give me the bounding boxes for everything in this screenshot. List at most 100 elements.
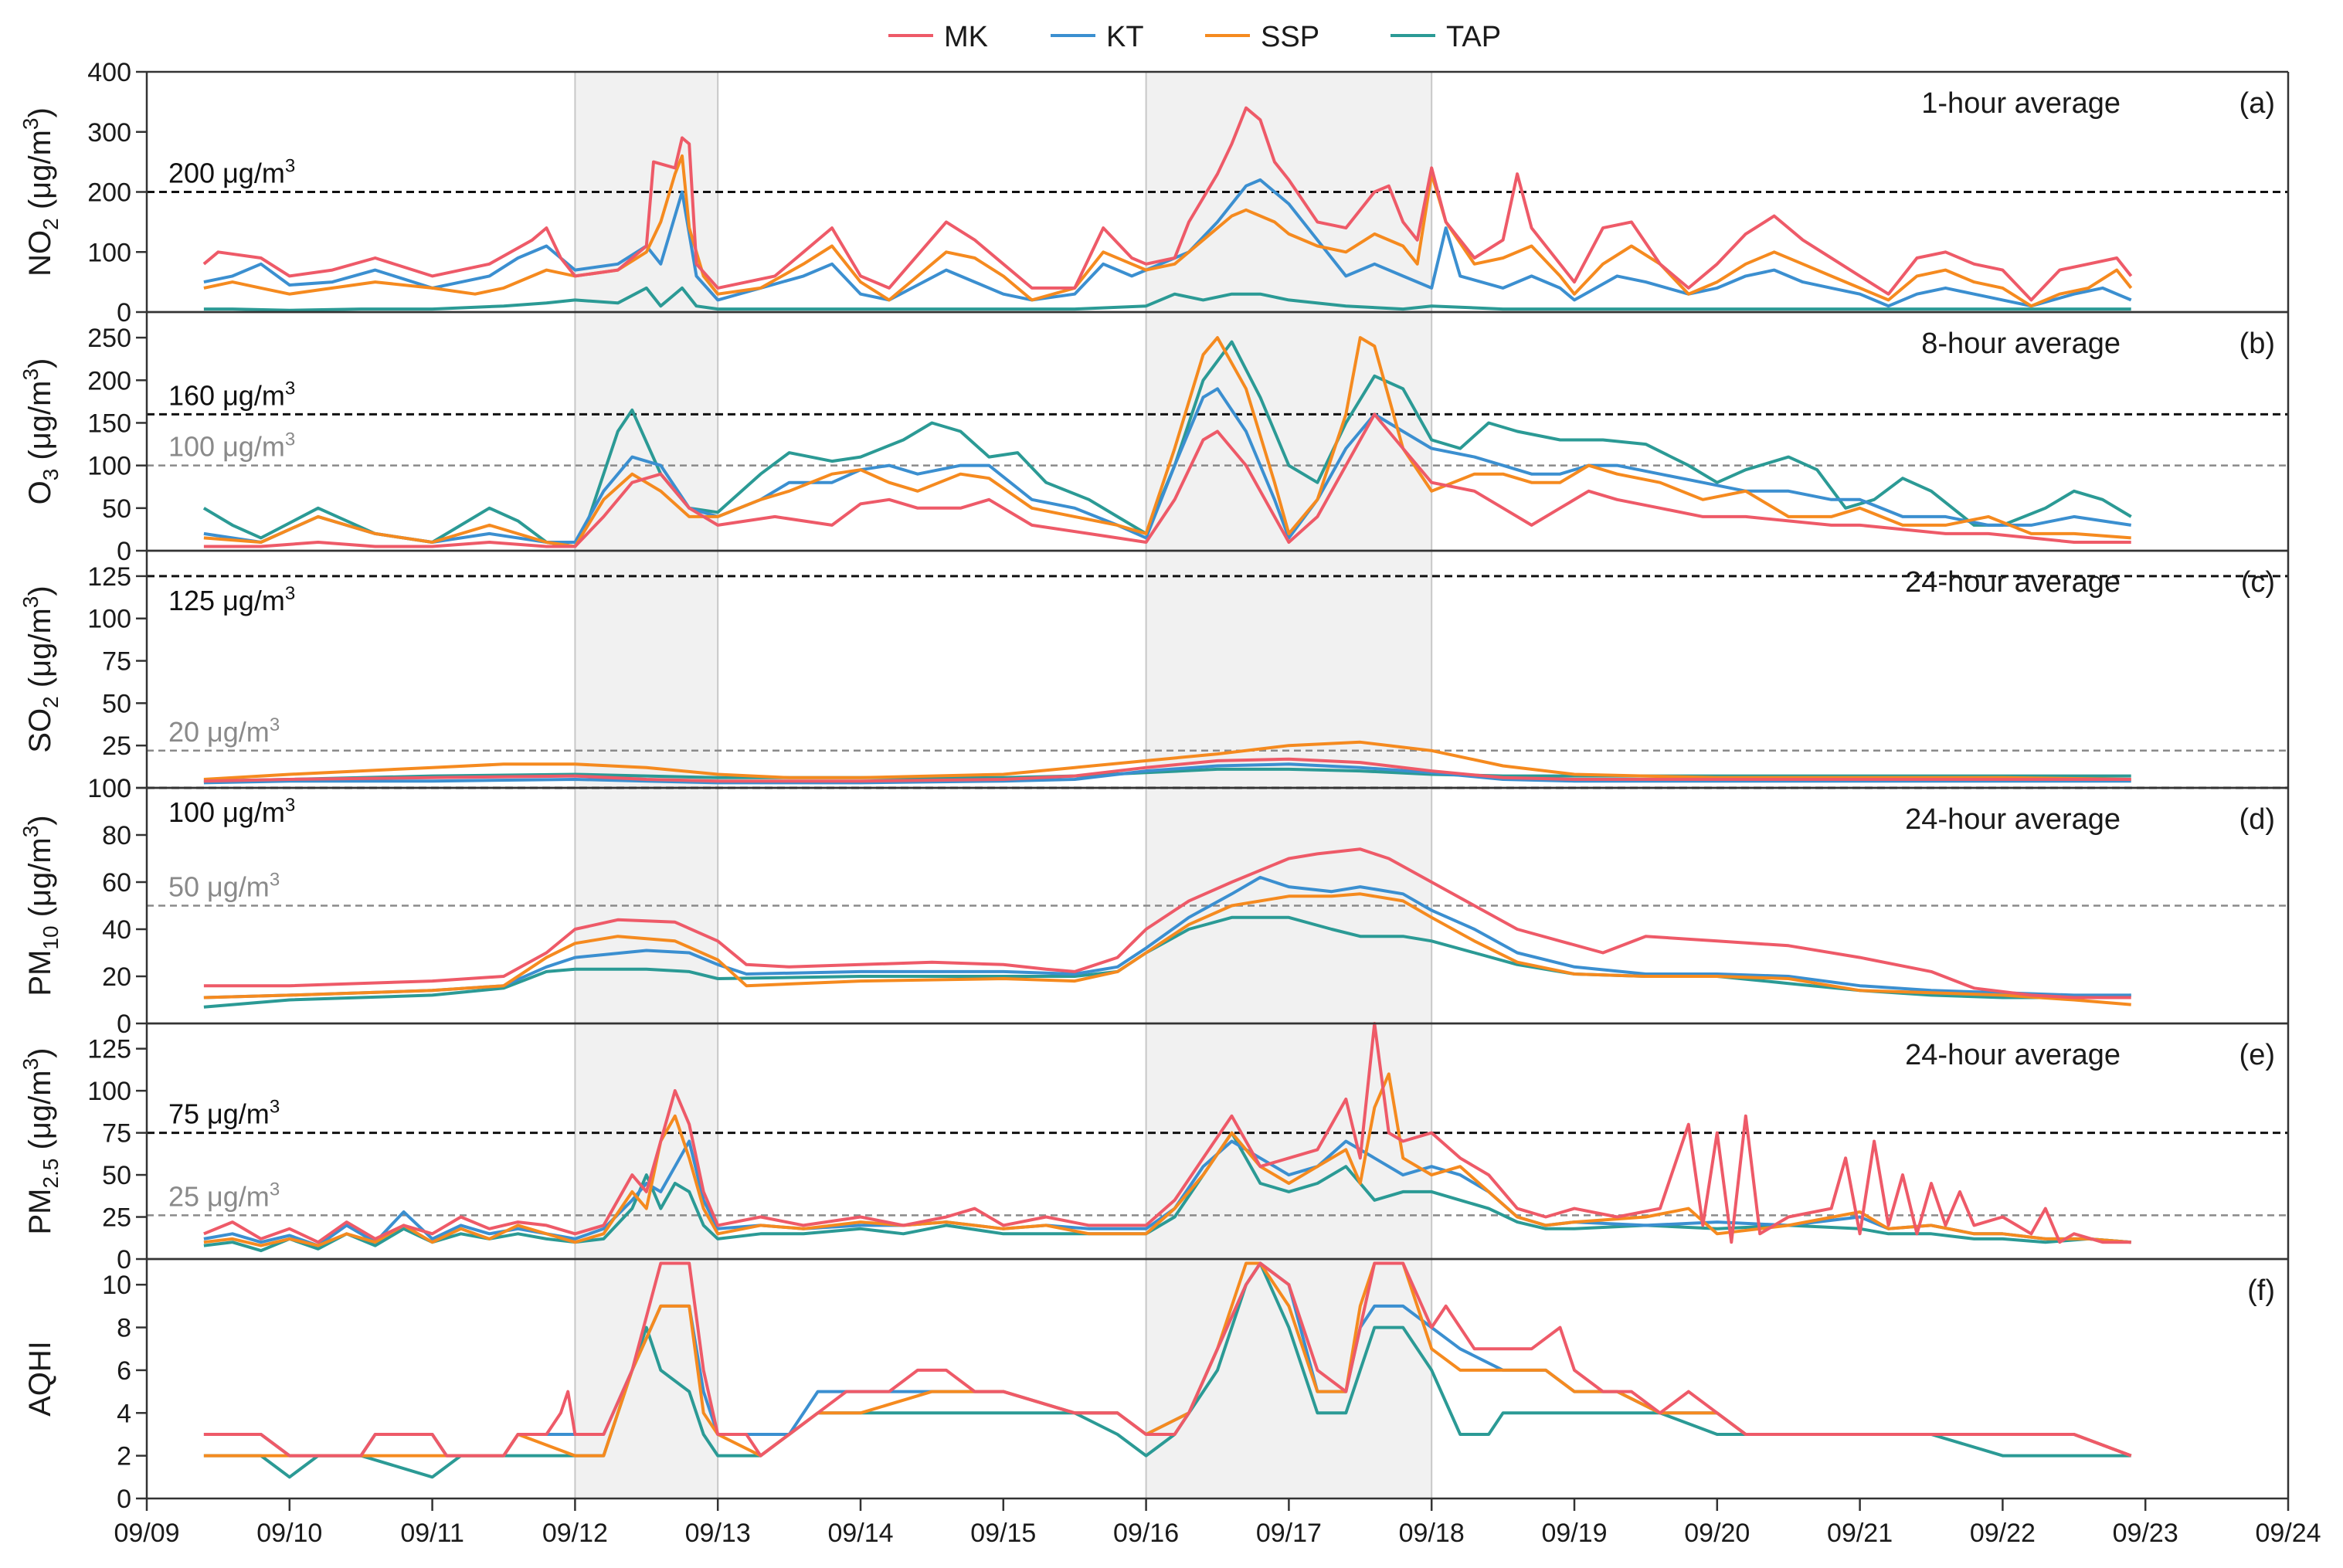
y-axis-label-part: (μg/m <box>23 608 57 696</box>
y-tick-label-f-2: 4 <box>117 1399 131 1428</box>
y-axis-label-part: PM <box>23 1189 57 1235</box>
y-tick-label-e-5: 125 <box>87 1035 131 1064</box>
y-axis-label-part: (μg/m <box>23 381 57 469</box>
y-axis-label-f: AQHI <box>23 1341 57 1417</box>
series-line-e-mk <box>203 1022 2131 1244</box>
y-axis-label-part: O <box>23 480 57 504</box>
y-tick-label-d-5: 100 <box>87 774 131 803</box>
threshold-label-text: 50 μg/m <box>168 871 270 903</box>
y-tick-label-d-0: 0 <box>117 1010 131 1039</box>
x-tick-label-2: 09/11 <box>400 1519 464 1548</box>
threshold-label-b-0: 160 μg/m3 <box>168 378 295 411</box>
series-line-c-ssp <box>203 740 2131 781</box>
threshold-label-superscript: 3 <box>285 795 295 816</box>
panel-annotation-b: 8-hour average <box>1921 328 2121 360</box>
y-tick-label-f-3: 6 <box>117 1356 131 1386</box>
x-tick-label-3: 09/12 <box>542 1519 608 1548</box>
threshold-label-text: 25 μg/m <box>168 1180 270 1212</box>
y-tick-label-f-1: 2 <box>117 1442 131 1471</box>
series-line-e-tap <box>203 1131 2131 1253</box>
x-tick-label-6: 09/15 <box>970 1519 1036 1548</box>
series-line-a-mk <box>202 106 2133 302</box>
x-tick-label-12: 09/21 <box>1827 1519 1893 1548</box>
series-line-d-kt <box>203 875 2131 1000</box>
series-line-a-kt <box>203 178 2132 308</box>
y-tick-label-c-1: 25 <box>102 731 131 761</box>
x-tick-label-1: 09/10 <box>256 1519 322 1548</box>
panel-tag-c: (c) <box>2241 566 2275 599</box>
y-tick-label-e-2: 50 <box>102 1161 131 1190</box>
y-axis-label-part: ) <box>23 1047 57 1057</box>
y-axis-label-part: (μg/m <box>23 837 57 925</box>
threshold-label-text: 160 μg/m <box>168 379 285 411</box>
legend-label-ssp: SSP <box>1261 21 1319 53</box>
legend-label-tap: TAP <box>1446 21 1501 53</box>
y-axis-label-part: AQHI <box>23 1341 57 1417</box>
threshold-label-c-0: 125 μg/m3 <box>168 583 295 616</box>
threshold-label-text: 200 μg/m <box>168 158 285 189</box>
y-tick-label-c-0: 0 <box>117 774 131 803</box>
y-tick-label-b-2: 100 <box>87 452 131 481</box>
panel-tag-b: (b) <box>2239 328 2275 360</box>
series-line-b-kt <box>203 387 2131 544</box>
y-tick-label-e-0: 0 <box>117 1245 131 1274</box>
y-tick-label-c-2: 50 <box>102 689 131 718</box>
legend-item-kt: KT <box>1051 21 1144 53</box>
threshold-label-text: 100 μg/m <box>168 796 285 828</box>
legend-item-tap: TAP <box>1391 21 1501 53</box>
y-axis-label-part: 2.5 <box>39 1159 63 1189</box>
y-tick-label-c-3: 75 <box>102 647 131 677</box>
shaded-period-2 <box>1146 72 1432 1498</box>
panel-f: 0 2 4 6 8 10 AQHI (f) <box>23 1257 2290 1514</box>
y-axis-label-part: 3 <box>19 596 42 609</box>
x-tick-label-5: 09/14 <box>827 1519 893 1548</box>
y-tick-label-b-0: 0 <box>117 537 131 566</box>
y-tick-label-a-2: 200 <box>87 178 131 208</box>
y-axis-label-part: 3 <box>19 1058 42 1071</box>
threshold-label-text: 75 μg/m <box>168 1098 270 1130</box>
x-tick-label-4: 09/13 <box>685 1519 751 1548</box>
panel-annotation-c: 24-hour average <box>1905 566 2121 599</box>
series-line-a-tap <box>203 286 2131 312</box>
panel-tag-e: (e) <box>2239 1039 2275 1071</box>
y-axis-label-part: (μg/m <box>23 130 57 218</box>
shaded-period-1 <box>575 72 718 1498</box>
y-tick-label-d-4: 80 <box>102 821 131 850</box>
threshold-label-superscript: 3 <box>270 1097 280 1118</box>
y-tick-label-d-1: 20 <box>102 962 131 992</box>
y-tick-label-f-4: 8 <box>117 1314 131 1343</box>
y-tick-label-d-3: 60 <box>102 868 131 898</box>
y-axis-label-part: 3 <box>19 368 42 381</box>
panel-annotation-e: 24-hour average <box>1905 1039 2121 1071</box>
x-tick-label-10: 09/19 <box>1541 1519 1607 1548</box>
legend-label-mk: MK <box>944 21 988 53</box>
x-tick-label-11: 09/20 <box>1684 1519 1750 1548</box>
y-axis-label-part: ) <box>23 815 57 825</box>
threshold-label-text: 125 μg/m <box>168 585 285 616</box>
y-tick-label-b-4: 200 <box>87 366 131 395</box>
threshold-label-superscript: 3 <box>285 583 295 604</box>
y-tick-label-a-0: 0 <box>117 298 131 328</box>
x-tick-label-8: 09/17 <box>1256 1519 1322 1548</box>
legend-item-mk: MK <box>888 21 988 53</box>
y-axis-label-b: O3 (μg/m3) <box>19 358 63 505</box>
series-line-a-ssp <box>203 154 2133 308</box>
series-line-c-mk <box>203 757 2131 783</box>
threshold-label-superscript: 3 <box>285 378 295 399</box>
y-axis-label-part: ) <box>23 358 57 368</box>
y-tick-label-e-1: 25 <box>102 1203 131 1233</box>
y-axis-label-part: 2 <box>39 696 63 708</box>
y-axis-label-d: PM10 (μg/m3) <box>19 815 63 996</box>
y-axis-label-part: 3 <box>19 118 42 131</box>
threshold-label-a-0: 200 μg/m3 <box>168 156 295 189</box>
threshold-label-superscript: 3 <box>270 870 280 891</box>
y-tick-label-c-5: 125 <box>87 562 131 592</box>
y-axis-label-part: 3 <box>19 826 42 838</box>
series-line-f-mk <box>203 1261 2132 1458</box>
y-axis-label-part: 2 <box>39 218 63 230</box>
x-tick-label-0: 09/09 <box>114 1519 179 1548</box>
shaded-periods <box>574 72 1433 1498</box>
